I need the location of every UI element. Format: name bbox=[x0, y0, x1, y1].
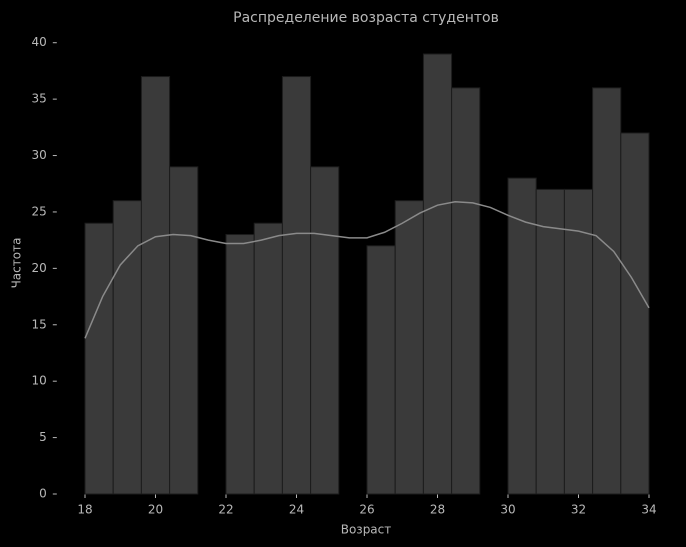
y-tick-label: 20 bbox=[32, 261, 47, 275]
x-tick-label: 28 bbox=[430, 503, 445, 517]
bar bbox=[592, 87, 622, 495]
bar bbox=[169, 166, 199, 495]
bar bbox=[620, 132, 650, 495]
kde-line bbox=[84, 201, 650, 339]
y-tick-label: 40 bbox=[32, 35, 47, 49]
bar bbox=[84, 222, 114, 495]
bar bbox=[310, 166, 340, 495]
bar bbox=[281, 76, 312, 495]
bar bbox=[253, 222, 283, 495]
x-tick-label: 24 bbox=[289, 503, 304, 517]
bar bbox=[225, 234, 255, 495]
y-axis-label: Частота bbox=[10, 238, 24, 289]
bar bbox=[451, 87, 481, 495]
bar bbox=[507, 177, 537, 495]
bar bbox=[563, 188, 594, 495]
bar bbox=[422, 53, 453, 495]
y-tick-label: 30 bbox=[32, 148, 47, 162]
y-tick-label: 10 bbox=[32, 374, 47, 388]
x-tick-label: 20 bbox=[148, 503, 163, 517]
y-tick-label: 25 bbox=[32, 204, 47, 218]
x-tick-label: 18 bbox=[77, 503, 92, 517]
bar bbox=[366, 245, 396, 495]
x-axis-label: Возраст bbox=[341, 523, 392, 537]
y-tick-label: 0 bbox=[39, 487, 47, 501]
bar bbox=[140, 76, 171, 495]
x-tick-label: 32 bbox=[571, 503, 586, 517]
bar bbox=[112, 200, 142, 495]
y-tick-label: 35 bbox=[32, 92, 47, 106]
bar bbox=[394, 200, 424, 495]
y-tick-label: 5 bbox=[39, 430, 47, 444]
bar bbox=[535, 188, 565, 495]
x-tick-label: 34 bbox=[641, 503, 656, 517]
x-tick-label: 26 bbox=[359, 503, 374, 517]
y-tick-label: 15 bbox=[32, 317, 47, 331]
x-tick-label: 22 bbox=[218, 503, 233, 517]
x-tick-label: 30 bbox=[500, 503, 515, 517]
chart-title: Распределение возраста студентов bbox=[233, 10, 499, 26]
